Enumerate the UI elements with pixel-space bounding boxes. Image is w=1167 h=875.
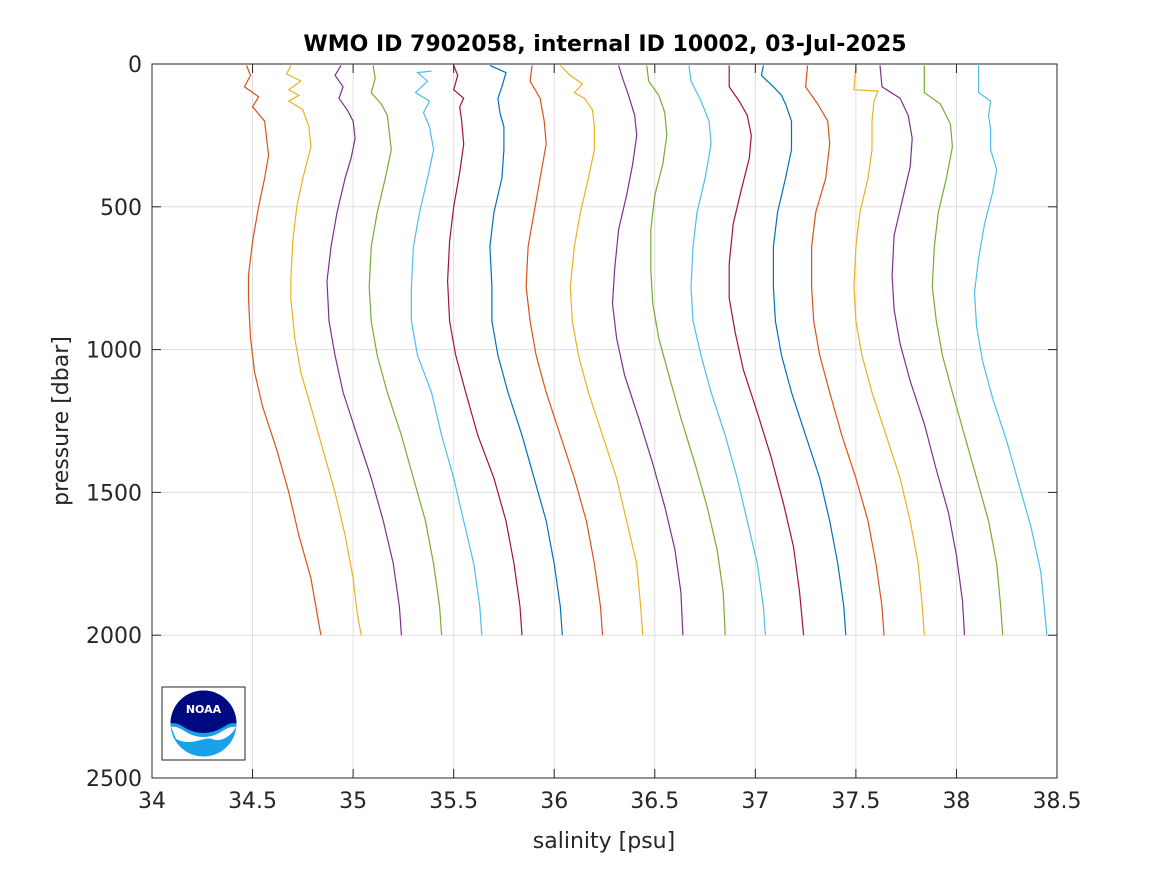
- profile-line-12: [688, 65, 766, 636]
- chart-title: WMO ID 7902058, internal ID 10002, 03-Ju…: [303, 32, 906, 57]
- x-axis-label: salinity [psu]: [533, 829, 675, 854]
- profile-line-1: [243, 65, 322, 636]
- y-tick-label: 0: [128, 53, 142, 78]
- profile-line-18: [923, 65, 1004, 636]
- x-tick-label: 35.5: [429, 789, 478, 814]
- x-tick-label: 38: [942, 789, 970, 814]
- profile-line-3: [326, 65, 402, 636]
- x-tick-label: 38.5: [1033, 789, 1082, 814]
- x-tick-label: 36: [540, 789, 568, 814]
- profile-line-10: [611, 65, 684, 636]
- y-axis-label: pressure [dbar]: [49, 336, 74, 506]
- logo-sky-shape: [170, 690, 237, 733]
- profile-line-16: [853, 65, 925, 636]
- axes-layer: 34 34.5 35 35.5 36 36.5 37 37.5 38 38.5 0 500 1000 15…: [86, 53, 1081, 814]
- profile-line-8: [525, 65, 604, 636]
- y-tick-label: 2000: [86, 624, 142, 649]
- profile-line-19: [973, 65, 1048, 636]
- x-tick-label: 37.5: [831, 789, 880, 814]
- profile-line-17: [879, 65, 966, 636]
- profile-line-6: [446, 65, 523, 636]
- y-tick-label: 2500: [86, 767, 142, 792]
- profile-line-7: [489, 64, 563, 636]
- grid-layer: [152, 64, 1057, 778]
- y-tick-label: 1000: [86, 339, 142, 364]
- series-layer: [243, 64, 1048, 636]
- profile-line-5: [410, 70, 483, 636]
- logo-text: NOAA: [186, 703, 222, 716]
- profile-line-15: [804, 65, 885, 636]
- x-tick-label: 34.5: [228, 789, 277, 814]
- profile-line-14: [760, 65, 847, 636]
- profile-line-2: [285, 65, 362, 636]
- y-tick-label: 1500: [86, 481, 142, 506]
- profile-line-13: [728, 65, 805, 636]
- x-tick-label: 37: [741, 789, 769, 814]
- profile-line-9: [559, 64, 644, 636]
- noaa-logo: NOAA: [161, 686, 246, 761]
- plot-frame: [151, 63, 1058, 779]
- x-tick-label: 36.5: [630, 789, 679, 814]
- x-tick-label: 35: [339, 789, 367, 814]
- profile-line-11: [646, 65, 726, 636]
- y-tick-label: 500: [100, 196, 142, 221]
- x-tick-label: 34: [138, 789, 166, 814]
- profile-line-4: [368, 65, 443, 636]
- logo-wave-shape: [171, 726, 236, 742]
